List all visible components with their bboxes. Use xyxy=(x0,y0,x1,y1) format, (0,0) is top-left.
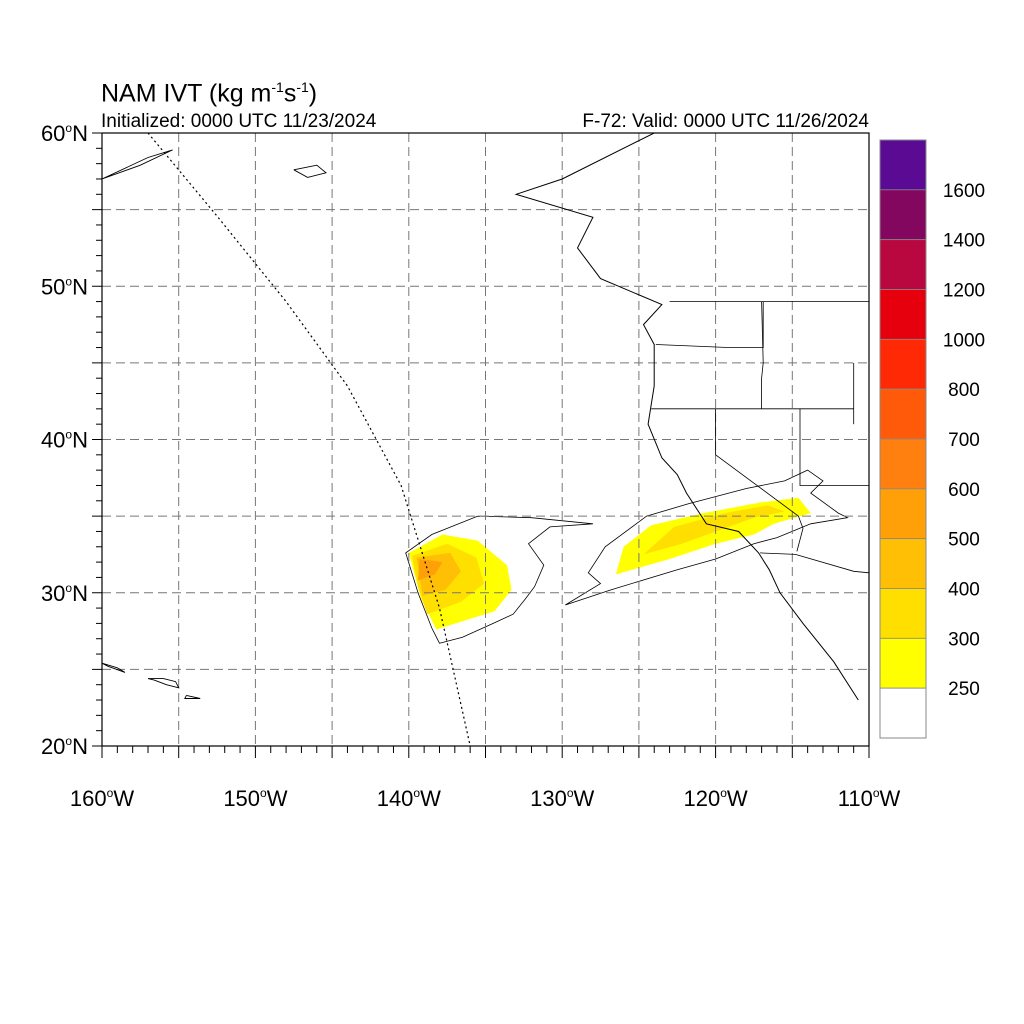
colorbar-swatch xyxy=(879,388,927,440)
title-exponent-2: -1 xyxy=(296,79,309,95)
lon-label-160W: 160oW xyxy=(70,786,134,811)
ivt-coastal-plume xyxy=(565,469,849,606)
title-close: ) xyxy=(308,79,318,108)
colorbar-label-500: 500 xyxy=(948,530,980,551)
lon-label-150W: 150oW xyxy=(223,786,287,811)
axis-ticks xyxy=(92,132,870,758)
model-domain-boundary xyxy=(147,133,471,746)
island-outline xyxy=(102,662,126,673)
colorbar-frame xyxy=(879,139,927,739)
colorbar-swatch xyxy=(879,588,927,639)
graticule xyxy=(102,133,869,746)
colorbar-label-700: 700 xyxy=(948,430,980,451)
colorbar-label-1000: 1000 xyxy=(943,330,985,351)
state-boundary xyxy=(715,408,804,552)
island-outline xyxy=(147,678,180,689)
colorbar-swatch xyxy=(879,637,927,689)
ivt-contour-400 xyxy=(643,505,785,555)
valid-time-label: F-72: Valid: 0000 UTC 11/26/2024 xyxy=(582,111,869,132)
coastline xyxy=(514,133,859,701)
map-title: NAM IVT (kg m-1s-1) xyxy=(101,72,317,108)
title-unit: s xyxy=(283,79,297,108)
lon-label-130W: 130oW xyxy=(530,786,594,811)
title-exponent: -1 xyxy=(271,79,284,95)
lat-label-60N: 60oN xyxy=(41,121,88,146)
island-outline xyxy=(293,164,327,178)
colorbar-label-1600: 1600 xyxy=(943,181,985,202)
colorbar-swatch xyxy=(879,438,927,490)
colorbar: 1600 1400 1200 1000 800 700 600 500 400 300 250 xyxy=(879,139,985,739)
lat-label-30N: 30oN xyxy=(41,581,88,606)
state-boundary xyxy=(760,552,869,574)
colorbar-swatch xyxy=(879,139,927,191)
colorbar-label-800: 800 xyxy=(948,380,980,401)
colorbar-swatch xyxy=(879,687,927,739)
lon-label-120W: 120oW xyxy=(684,786,748,811)
state-boundary xyxy=(799,408,869,486)
colorbar-label-300: 300 xyxy=(948,629,980,650)
lon-label-140W: 140oW xyxy=(377,786,441,811)
ivt-contour-600 xyxy=(418,559,443,581)
state-boundary xyxy=(655,301,764,349)
lat-label-20N: 20oN xyxy=(41,734,88,759)
colorbar-swatch xyxy=(879,239,927,290)
ivt-offshore-plume xyxy=(405,515,593,644)
state-boundary xyxy=(761,301,764,409)
lat-label-40N: 40oN xyxy=(41,428,88,453)
lon-label-110W: 110oW xyxy=(838,786,901,811)
colorbar-swatch xyxy=(879,538,927,589)
colorbar-label-1200: 1200 xyxy=(943,281,985,302)
colorbar-swatch xyxy=(879,189,927,241)
colorbar-label-1400: 1400 xyxy=(943,231,985,252)
island-outline xyxy=(184,694,201,699)
plot-area xyxy=(102,133,869,746)
colorbar-label-600: 600 xyxy=(948,480,980,501)
colorbar-label-400: 400 xyxy=(948,580,980,601)
colorbar-swatch xyxy=(879,488,927,540)
colorbar-swatch xyxy=(879,338,927,390)
ivt-contour-300 xyxy=(615,497,811,575)
lat-label-50N: 50oN xyxy=(41,274,88,299)
init-time-label: Initialized: 0000 UTC 11/23/2024 xyxy=(101,111,377,132)
island-outline xyxy=(102,149,173,180)
colorbar-swatch xyxy=(879,289,927,340)
colorbar-label-250: 250 xyxy=(948,679,980,700)
title-text: NAM IVT (kg m xyxy=(101,79,272,108)
